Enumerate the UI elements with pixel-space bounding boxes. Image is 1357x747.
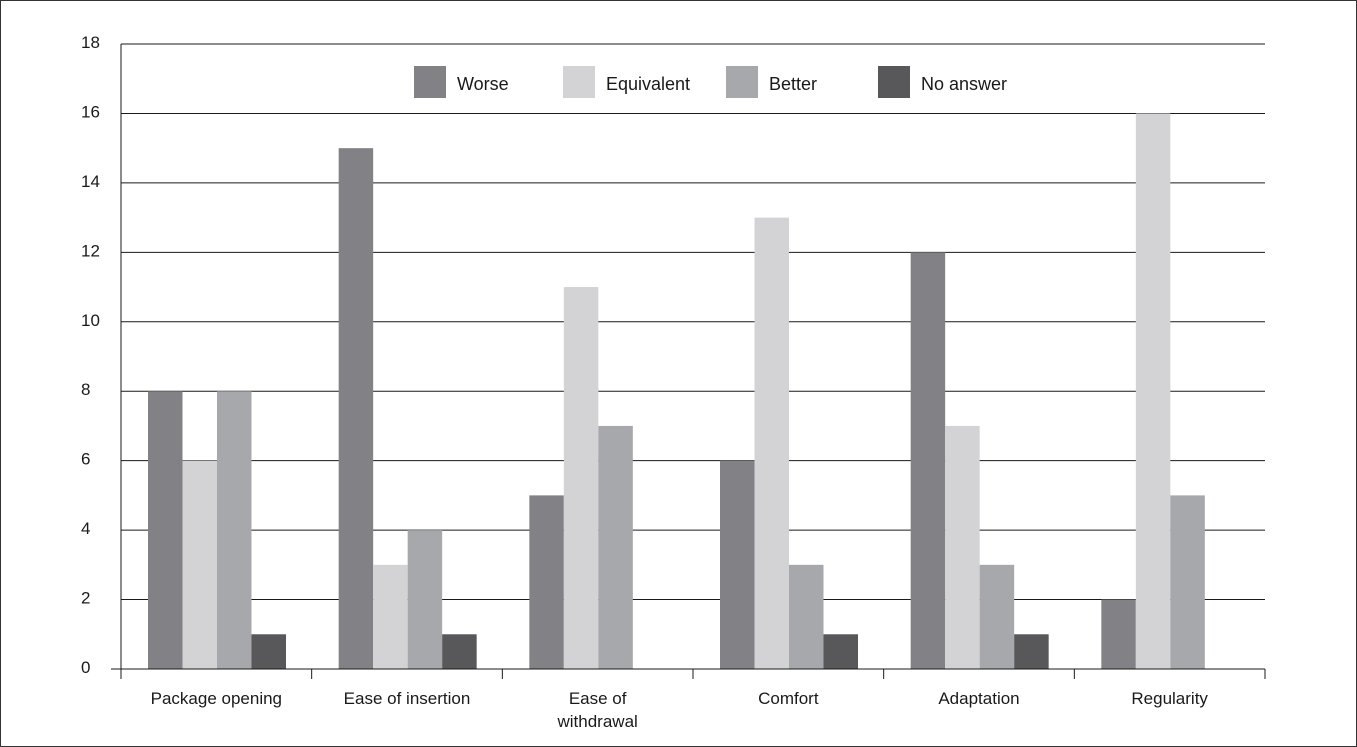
x-category-label: Adaptation — [938, 689, 1019, 708]
bar-worse — [910, 252, 946, 670]
y-tick-label: 4 — [81, 519, 90, 538]
bar-better — [407, 530, 443, 669]
bar-worse — [338, 148, 374, 669]
x-category-label: Comfort — [758, 689, 819, 708]
x-category-label: Regularity — [1131, 689, 1208, 708]
bar-equivalent — [754, 217, 789, 669]
bar-better — [1170, 495, 1205, 669]
legend-label: Worse — [457, 74, 509, 94]
legend-label: Better — [769, 74, 817, 94]
bar-worse — [1101, 599, 1136, 669]
y-tick-label: 10 — [81, 311, 100, 330]
x-category-label: Package opening — [151, 689, 282, 708]
y-tick-label: 12 — [81, 241, 100, 260]
y-tick-label: 2 — [81, 589, 90, 608]
x-category-label: withdrawal — [557, 712, 638, 731]
x-category-label: Ease of insertion — [344, 689, 471, 708]
bar-no-answer — [251, 634, 286, 669]
x-category-label: Ease of — [569, 689, 627, 708]
y-tick-label: 18 — [81, 33, 100, 52]
y-tick-label: 14 — [81, 172, 100, 191]
bar-better — [598, 425, 633, 669]
bar-worse — [148, 391, 183, 669]
legend: Worse Equivalent Better No answer — [401, 59, 1041, 99]
bar-equivalent — [563, 287, 599, 669]
legend-swatch — [878, 66, 910, 98]
y-tick-label: 6 — [81, 450, 90, 469]
bar-equivalent — [373, 564, 408, 669]
gridlines — [121, 43, 1265, 601]
bar-no-answer — [442, 634, 477, 669]
bar-no-answer — [1014, 634, 1049, 669]
bar-worse — [720, 460, 755, 669]
y-tick-label: 8 — [81, 380, 90, 399]
bar-equivalent — [182, 460, 217, 669]
y-tick-label: 0 — [81, 658, 90, 677]
legend-swatch — [414, 66, 446, 98]
bar-better — [217, 391, 252, 669]
bars — [148, 113, 1205, 670]
bar-better — [979, 564, 1015, 669]
axes: 0 2 4 6 8 10 12 14 16 18 Package opening Ease of in… — [81, 33, 1266, 731]
bar-equivalent — [1135, 113, 1171, 669]
y-tick-label: 16 — [81, 102, 100, 121]
legend-label: Equivalent — [606, 74, 690, 94]
legend-background — [401, 59, 1041, 99]
legend-swatch — [563, 66, 595, 98]
bar-equivalent — [945, 425, 980, 669]
bar-worse — [529, 495, 564, 669]
legend-swatch — [726, 66, 758, 98]
legend-label: No answer — [921, 74, 1007, 94]
bar-no-answer — [823, 634, 858, 669]
bar-better — [789, 564, 824, 669]
